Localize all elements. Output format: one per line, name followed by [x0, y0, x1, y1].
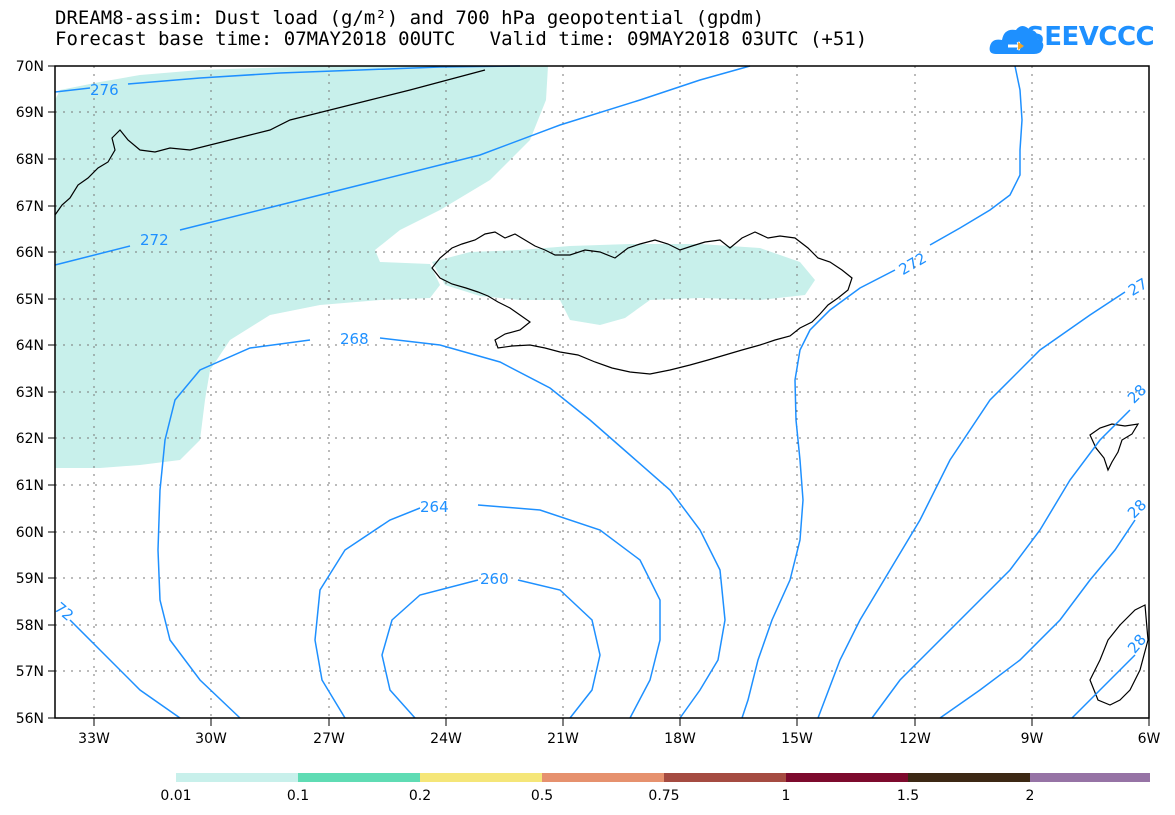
colorbar-segment	[786, 773, 908, 782]
lat-label: 62N	[16, 431, 44, 447]
lat-label: 65N	[16, 292, 44, 308]
contour-268	[157, 337, 726, 719]
colorbar-label: 0.5	[531, 788, 553, 804]
colorbar	[176, 773, 1150, 782]
coastlines	[54, 69, 1149, 706]
lon-label: 33W	[78, 731, 110, 747]
lat-label: 63N	[16, 385, 44, 401]
lon-label: 9W	[1021, 731, 1044, 747]
contour-label: 28	[1124, 381, 1150, 407]
colorbar-segment	[176, 773, 298, 782]
colorbar-label: 2	[1026, 788, 1035, 804]
scotland-coast	[1089, 604, 1149, 706]
contour-label: 264	[420, 498, 449, 516]
lon-label: 15W	[781, 731, 813, 747]
latitude-labels: 70N 69N 68N 67N 66N 65N 64N 63N 62N 61N …	[16, 59, 44, 727]
faroe-coast	[1089, 423, 1140, 472]
lat-label: 57N	[16, 664, 44, 680]
lon-label: 6W	[1138, 731, 1161, 747]
colorbar-segment	[420, 773, 542, 782]
colorbar-label: 0.1	[287, 788, 309, 804]
lat-label: 67N	[16, 199, 44, 215]
colorbar-segment	[298, 773, 420, 782]
contour-272-sw	[69, 619, 181, 719]
colorbar-label: 0.2	[409, 788, 431, 804]
lat-label: 61N	[16, 478, 44, 494]
colorbar-segment	[664, 773, 786, 782]
lat-label: 69N	[16, 105, 44, 121]
contour-272-east	[741, 65, 1023, 719]
contour-280-east	[871, 409, 1131, 719]
contour-label: 28	[1124, 631, 1150, 657]
lon-label: 18W	[664, 731, 696, 747]
contour-288-east	[1071, 654, 1136, 719]
axis-ticks	[48, 65, 1150, 726]
colorbar-label: 0.75	[648, 788, 679, 804]
lat-label: 60N	[16, 525, 44, 541]
greenland-coast	[54, 69, 486, 216]
contour-276	[54, 65, 521, 93]
longitude-labels: 33W 30W 27W 24W 21W 18W 15W 12W 9W 6W	[78, 731, 1160, 747]
colorbar-segment	[908, 773, 1030, 782]
dust-load-shading	[55, 66, 815, 468]
lat-label: 70N	[16, 59, 44, 75]
contour-284-east	[939, 519, 1136, 719]
contour-label: 27	[1125, 275, 1151, 300]
colorbar-labels: 0.01 0.1 0.2 0.5 0.75 1 1.5 2	[160, 788, 1034, 804]
map-subtitle: Forecast base time: 07MAY2018 00UTC Vali…	[55, 28, 868, 50]
lon-label: 27W	[313, 731, 345, 747]
lon-label: 21W	[547, 731, 579, 747]
colorbar-label: 1	[782, 788, 791, 804]
lon-label: 12W	[899, 731, 931, 747]
lat-label: 66N	[16, 245, 44, 261]
contour-label: 260	[480, 570, 509, 588]
geopotential-contours	[54, 65, 1136, 719]
contour-label: 272	[896, 249, 930, 279]
contour-264	[314, 504, 661, 719]
contour-276-east	[817, 291, 1126, 719]
colorbar-segment	[542, 773, 664, 782]
lat-label: 68N	[16, 152, 44, 168]
contour-label: 276	[90, 81, 119, 99]
cloud-logo-icon	[989, 26, 1044, 54]
lat-label: 59N	[16, 571, 44, 587]
logo-text: SEEVCCC	[1026, 22, 1155, 52]
dust-area-greenland	[55, 66, 548, 468]
lat-label: 58N	[16, 618, 44, 634]
contour-272-west	[54, 65, 751, 266]
lat-label: 56N	[16, 711, 44, 727]
contour-label: 268	[340, 330, 369, 348]
contour-260	[381, 579, 601, 719]
contour-label: 272	[140, 231, 169, 249]
lon-label: 30W	[195, 731, 227, 747]
lat-label: 64N	[16, 338, 44, 354]
lon-label: 24W	[430, 731, 462, 747]
colorbar-label: 1.5	[897, 788, 919, 804]
colorbar-label: 0.01	[160, 788, 191, 804]
contour-label: 28	[1124, 496, 1150, 522]
map-title: DREAM8-assim: Dust load (g/m²) and 700 h…	[55, 7, 765, 29]
colorbar-segment	[1030, 773, 1150, 782]
dust-area-iceland	[432, 244, 815, 325]
iceland-coast	[431, 231, 853, 375]
